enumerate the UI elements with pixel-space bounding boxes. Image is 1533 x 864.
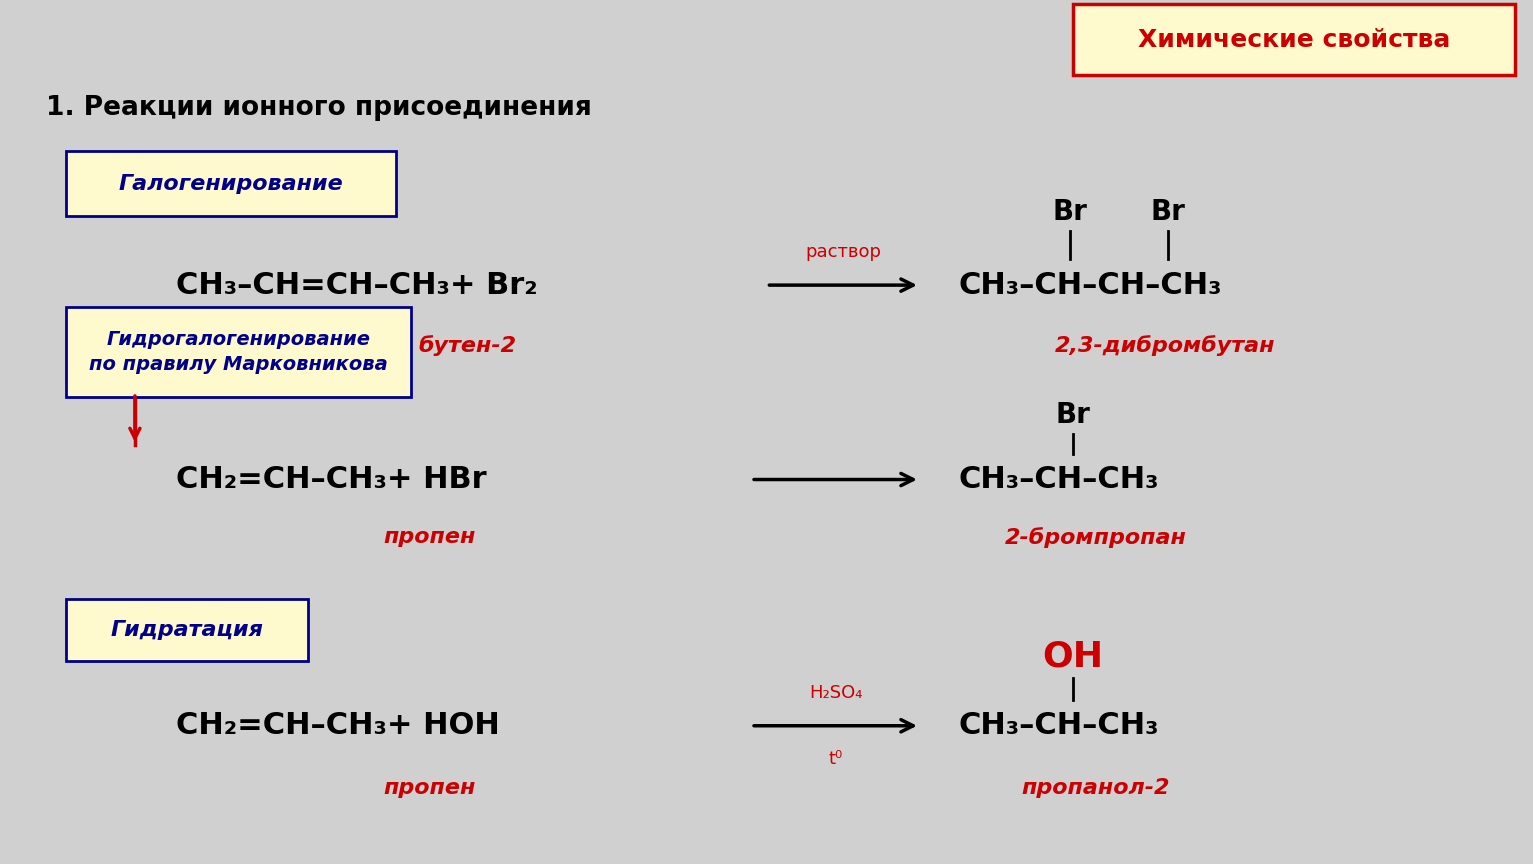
Text: 2,3-дибромбутан: 2,3-дибромбутан [1055, 335, 1275, 356]
Text: пропен: пропен [383, 527, 475, 548]
Text: Br: Br [1056, 401, 1090, 429]
FancyBboxPatch shape [66, 151, 396, 216]
FancyBboxPatch shape [1073, 4, 1515, 75]
Text: пропен: пропен [383, 778, 475, 798]
Text: Химические свойства: Химические свойства [1137, 28, 1450, 52]
FancyBboxPatch shape [66, 599, 308, 661]
Text: раствор: раствор [805, 244, 881, 261]
Text: CH₃–CH–CH–CH₃: CH₃–CH–CH–CH₃ [958, 270, 1222, 300]
Text: OH: OH [1042, 639, 1104, 674]
Text: CH₃–CH=CH–CH₃+ Br₂: CH₃–CH=CH–CH₃+ Br₂ [176, 270, 538, 300]
Text: CH₃–CH–CH₃: CH₃–CH–CH₃ [958, 465, 1159, 494]
Text: Br: Br [1053, 198, 1087, 226]
Text: 1. Реакции ионного присоединения: 1. Реакции ионного присоединения [46, 95, 592, 121]
Text: 2-бромпропан: 2-бромпропан [1006, 527, 1187, 548]
Text: пропанол-2: пропанол-2 [1023, 778, 1170, 798]
Text: Гидратация: Гидратация [110, 619, 264, 640]
Text: CH₃–CH–CH₃: CH₃–CH–CH₃ [958, 711, 1159, 740]
Text: Br: Br [1151, 198, 1185, 226]
Text: бутен-2: бутен-2 [419, 335, 517, 356]
Text: t⁰: t⁰ [828, 750, 843, 767]
Text: Гидрогалогенирование
по правилу Марковникова: Гидрогалогенирование по правилу Марковни… [89, 330, 388, 374]
FancyBboxPatch shape [66, 307, 411, 397]
Text: CH₂=CH–CH₃+ HOH: CH₂=CH–CH₃+ HOH [176, 711, 500, 740]
Text: CH₂=CH–CH₃+ HBr: CH₂=CH–CH₃+ HBr [176, 465, 487, 494]
Text: Галогенирование: Галогенирование [118, 174, 343, 194]
Text: H₂SO₄: H₂SO₄ [809, 684, 862, 702]
